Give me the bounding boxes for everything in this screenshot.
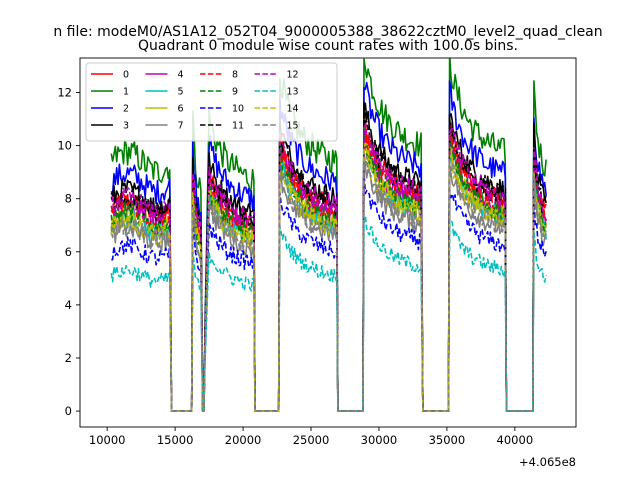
axes: 10000 15000 20000 25000 30000 35000 40000 0 2 4 6 8…: [57, 57, 577, 447]
legend-label-13: 13: [287, 87, 299, 98]
series-line-13: [110, 215, 547, 412]
y-tick-label: 2: [65, 351, 72, 365]
legend-label-14: 14: [287, 104, 299, 115]
y-tick-label: 0: [65, 404, 72, 418]
chart-title: Quadrant 0 module wise count rates with …: [138, 38, 518, 54]
axes-frame: [79, 57, 577, 428]
x-tick-label: 30000: [361, 433, 398, 447]
legend-label-9: 9: [232, 87, 238, 98]
legend-label-4: 4: [178, 70, 184, 81]
legend-label-6: 6: [178, 104, 184, 115]
legend-label-8: 8: [232, 70, 238, 81]
series-line-15: [110, 155, 547, 412]
figure-suptitle: n file: modeM0/AS1A12_052T04_9000005388_…: [53, 24, 602, 40]
x-tick-label: 15000: [157, 433, 194, 447]
legend-label-5: 5: [178, 87, 184, 98]
series-line-11: [110, 103, 547, 412]
legend-box: [85, 62, 338, 142]
y-tick-label: 6: [65, 245, 72, 259]
series-line-2: [110, 80, 547, 412]
legend-label-10: 10: [232, 104, 244, 115]
x-tick-label: 35000: [429, 433, 466, 447]
series-line-14: [110, 142, 547, 412]
legend-label-15: 15: [287, 121, 299, 132]
x-offset-text: +4.065e8: [519, 455, 576, 469]
legend-label-11: 11: [232, 121, 244, 132]
series-line-12: [110, 123, 547, 412]
y-tick-label: 8: [65, 192, 72, 206]
series-line-1: [110, 58, 547, 412]
legend-label-12: 12: [287, 70, 299, 81]
legend-label-7: 7: [178, 121, 184, 132]
series-line-3: [110, 101, 547, 412]
y-tick-label: 12: [57, 86, 72, 100]
x-tick-label: 40000: [497, 433, 534, 447]
legend-label-3: 3: [123, 121, 129, 132]
y-tick-label: 4: [65, 298, 72, 312]
y-tick-label: 10: [57, 139, 72, 153]
legend-label-2: 2: [123, 104, 129, 115]
x-tick-label: 10000: [89, 433, 126, 447]
legend-label-1: 1: [123, 87, 129, 98]
legend-label-0: 0: [123, 70, 129, 81]
x-tick-label: 25000: [293, 433, 330, 447]
x-tick-label: 20000: [225, 433, 262, 447]
plot-area: [110, 58, 547, 412]
